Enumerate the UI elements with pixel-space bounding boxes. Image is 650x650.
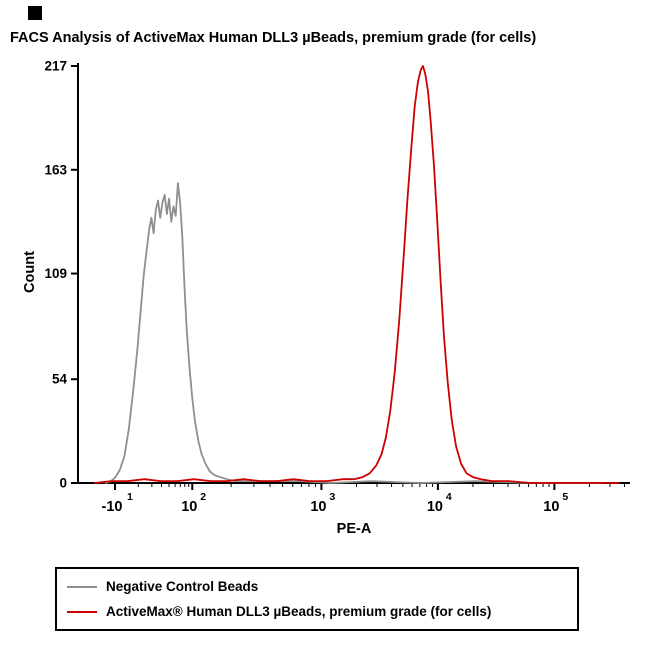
chart-title: FACS Analysis of ActiveMax Human DLL3 µB… bbox=[10, 30, 537, 46]
negative-control-beads-curve bbox=[104, 182, 604, 484]
x-tick-exponent: 3 bbox=[329, 491, 335, 503]
x-axis-label: PE-A bbox=[336, 521, 372, 537]
activemax-dll3-beads-curve bbox=[93, 65, 620, 484]
x-tick-exponent: 2 bbox=[200, 491, 206, 503]
x-tick-exponent: 5 bbox=[562, 491, 568, 503]
x-tick-exponent: 1 bbox=[127, 491, 133, 503]
legend-item-activemax-dll3: ActiveMax® Human DLL3 µBeads, premium gr… bbox=[67, 599, 567, 624]
legend-label-negative-control: Negative Control Beads bbox=[106, 579, 259, 594]
x-tick-label: 10 bbox=[427, 499, 443, 515]
activemax-dll3-line-swatch bbox=[67, 610, 97, 613]
y-tick-label: 217 bbox=[44, 59, 67, 74]
y-axis-label: Count bbox=[22, 251, 38, 293]
y-tick-label: 54 bbox=[52, 372, 68, 387]
legend-label-activemax-dll3: ActiveMax® Human DLL3 µBeads, premium gr… bbox=[106, 604, 492, 619]
x-tick-exponent: 4 bbox=[446, 491, 452, 503]
y-tick-label: 163 bbox=[44, 162, 67, 177]
x-tick-label: -10 bbox=[101, 499, 122, 515]
x-tick-label: 10 bbox=[310, 499, 326, 515]
y-tick-label: 109 bbox=[44, 266, 67, 281]
axes bbox=[77, 63, 630, 484]
corner-mark bbox=[28, 6, 42, 20]
legend-item-negative-control: Negative Control Beads bbox=[67, 574, 567, 599]
x-tick-label: 10 bbox=[543, 499, 559, 515]
x-tick-label: 10 bbox=[181, 499, 197, 515]
negative-control-line-swatch bbox=[67, 585, 97, 588]
legend-box: Negative Control Beads ActiveMax® Human … bbox=[55, 567, 579, 631]
y-tick-label: 0 bbox=[59, 476, 67, 491]
